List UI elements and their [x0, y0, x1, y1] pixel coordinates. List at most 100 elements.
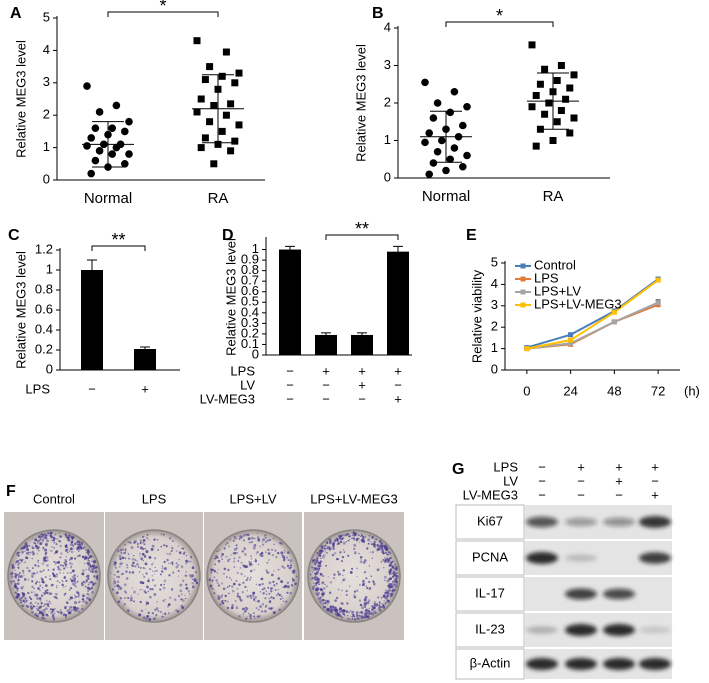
colony [119, 566, 121, 568]
colony [214, 557, 217, 560]
well-image [304, 512, 404, 640]
colony [16, 582, 20, 585]
colony [138, 552, 141, 555]
colony [144, 562, 148, 566]
colony [383, 560, 387, 564]
colony [23, 545, 26, 549]
colony [329, 606, 333, 610]
colony [315, 564, 317, 566]
colony [142, 559, 145, 562]
colony [139, 539, 143, 542]
colony [58, 532, 60, 534]
colony [252, 591, 255, 595]
colony [39, 599, 42, 602]
colony [33, 593, 37, 597]
colony [161, 565, 164, 567]
colony [74, 557, 77, 560]
colony [145, 572, 148, 575]
data-point [222, 48, 230, 56]
legend-marker [520, 276, 526, 282]
data-point [425, 129, 434, 137]
panel-letter: D [222, 227, 234, 244]
colony [35, 545, 38, 549]
colony [388, 573, 391, 576]
colony [91, 588, 93, 590]
y-tick-label: 0 [43, 171, 50, 186]
colony [245, 565, 248, 569]
colony [88, 555, 92, 559]
colony [180, 547, 183, 550]
colony [384, 557, 386, 559]
data-point [210, 101, 218, 109]
colony [127, 553, 130, 555]
colony [242, 581, 245, 584]
colony [220, 555, 223, 558]
colony [27, 591, 30, 595]
colony [265, 593, 268, 595]
condition-sign: − [322, 377, 330, 392]
y-tick-label: 4 [43, 42, 50, 57]
colony [41, 570, 44, 573]
colony [391, 580, 394, 583]
colony [55, 537, 58, 540]
y-tick-label: 0.6 [241, 283, 259, 298]
condition-sign: − [358, 391, 366, 406]
colony [264, 597, 267, 600]
colony [56, 586, 58, 589]
colony [270, 596, 273, 599]
y-tick-label: 1 [46, 261, 53, 276]
colony [271, 554, 275, 557]
colony [31, 574, 34, 578]
colony [236, 594, 240, 598]
colony [182, 579, 185, 582]
colony [166, 552, 168, 555]
colony [311, 587, 315, 591]
colony [265, 604, 268, 607]
colony [275, 583, 278, 585]
colony [372, 580, 375, 584]
colony [15, 561, 18, 563]
colony [139, 580, 143, 584]
colony [153, 573, 155, 575]
colony [44, 584, 48, 587]
colony [361, 606, 364, 610]
colony [343, 551, 346, 553]
colony [386, 556, 388, 559]
colony [387, 585, 391, 588]
colony [367, 599, 371, 602]
colony [264, 610, 267, 613]
colony [334, 539, 337, 542]
data-point [429, 159, 438, 167]
colony [73, 606, 76, 609]
colony [257, 563, 260, 566]
colony [360, 558, 362, 561]
colony [138, 613, 142, 617]
colony [317, 597, 319, 599]
colony [57, 560, 61, 564]
colony [67, 602, 69, 604]
colony [69, 571, 72, 575]
colony [87, 553, 90, 556]
colony [66, 536, 70, 540]
colony [342, 574, 344, 577]
colony [358, 599, 362, 602]
colony [83, 562, 86, 565]
data-point [87, 169, 95, 178]
colony [59, 609, 62, 611]
colony [396, 572, 399, 574]
colony [71, 575, 74, 579]
colony [70, 587, 73, 590]
colony [145, 550, 149, 554]
colony [54, 607, 56, 610]
colony [49, 602, 52, 605]
colony [262, 538, 265, 541]
colony [222, 599, 224, 602]
condition-name: LV [503, 473, 518, 488]
colony [243, 546, 246, 550]
colony [252, 546, 256, 550]
colony [80, 543, 84, 546]
colony [181, 566, 184, 569]
colony [368, 534, 371, 537]
colony [269, 607, 273, 610]
colony [153, 593, 157, 596]
